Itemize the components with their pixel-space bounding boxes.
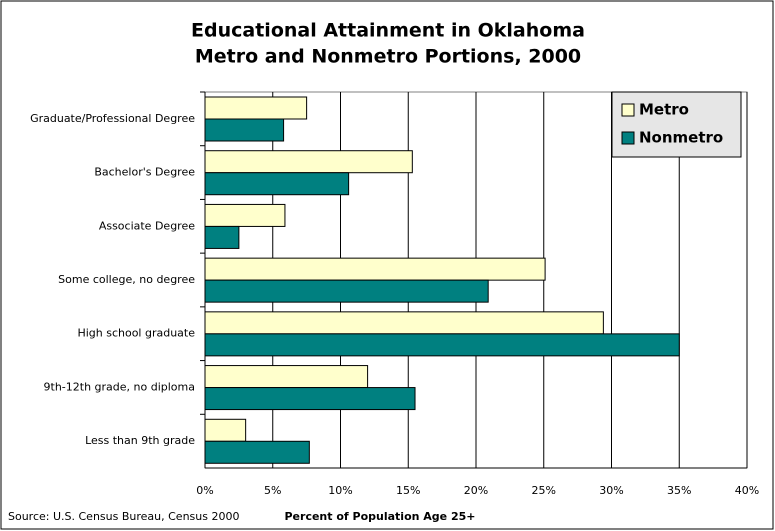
- bar: [204, 333, 680, 357]
- bar: [204, 118, 285, 142]
- bar: [204, 279, 489, 303]
- x-tick-label: 35%: [667, 484, 691, 497]
- x-axis-label: Percent of Population Age 25+: [285, 510, 476, 523]
- bar: [204, 257, 546, 281]
- x-tick-label: 25%: [532, 484, 556, 497]
- x-tick-label: 40%: [735, 484, 759, 497]
- y-tick-label: Graduate/Professional Degree: [30, 112, 195, 125]
- x-tick-label: 0%: [196, 484, 213, 497]
- bar: [204, 203, 286, 227]
- y-tick-label: Some college, no degree: [58, 273, 195, 286]
- y-tick-label: Less than 9th grade: [85, 434, 195, 447]
- bar: [204, 96, 308, 120]
- source: Source: U.S. Census Bureau, Census 2000: [8, 510, 239, 523]
- x-tick-label: 15%: [396, 484, 420, 497]
- legend-swatch: [621, 103, 635, 117]
- bar: [204, 440, 310, 464]
- legend-swatch: [621, 131, 635, 145]
- bar: [204, 418, 247, 442]
- bar: [204, 172, 350, 196]
- x-tick-label: 20%: [464, 484, 488, 497]
- y-tick-label: Bachelor's Degree: [94, 166, 195, 179]
- bar: [204, 387, 416, 411]
- y-tick-label: High school graduate: [77, 327, 195, 340]
- bar: [204, 311, 604, 335]
- y-tick-label: Associate Degree: [99, 219, 195, 232]
- chart-title: Educational Attainment in Oklahoma: [191, 20, 585, 42]
- bar: [204, 225, 240, 249]
- bar: [204, 365, 369, 389]
- x-tick-label: 10%: [328, 484, 352, 497]
- x-tick-label: 30%: [599, 484, 623, 497]
- bar: [204, 150, 413, 174]
- legend-label: Metro: [639, 101, 689, 119]
- x-tick-label: 5%: [264, 484, 281, 497]
- legend-box: [611, 91, 742, 158]
- y-tick-label: 9th-12th grade, no diploma: [44, 380, 195, 393]
- legend-label: Nonmetro: [639, 129, 723, 147]
- chart-subtitle: Metro and Nonmetro Portions, 2000: [195, 46, 581, 68]
